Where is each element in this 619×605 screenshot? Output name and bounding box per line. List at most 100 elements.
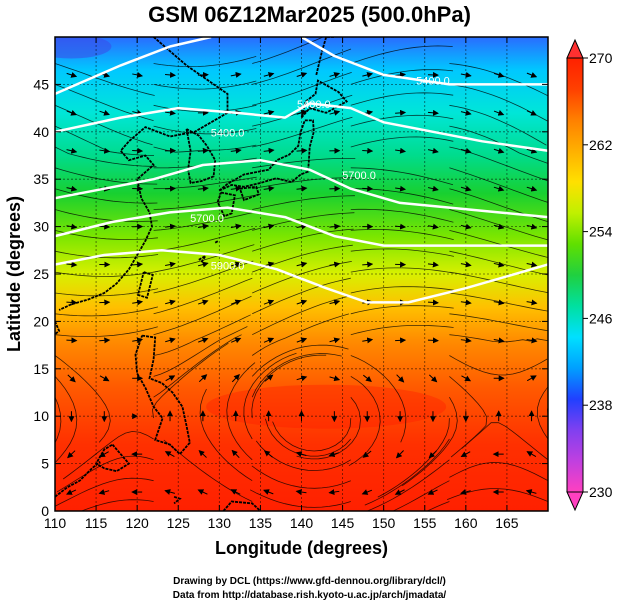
wind-arrow [165,375,176,382]
coastline [94,443,131,473]
wind-arrow [164,451,175,458]
wind-arrow [66,185,78,192]
wind-arrow [329,337,341,344]
height-contour [55,37,212,96]
wind-arrow [263,72,275,78]
streamline [350,355,407,443]
streamline [449,376,488,458]
y-tick-label: 10 [33,408,49,424]
coastline [239,185,260,202]
wind-arrow [197,185,209,192]
coastline [55,321,61,336]
gridlines [55,37,548,511]
streamline [153,56,257,68]
wind-arrow [99,337,111,344]
streamline [153,194,257,210]
wind-arrow [230,147,242,154]
streamline [80,499,154,511]
streamline [449,271,548,294]
height-contour [55,206,548,247]
wind-arrow [230,261,242,268]
contour-label: 5400.0 [211,128,245,140]
x-tick-label: 160 [454,515,478,531]
wind-arrow [395,71,407,78]
wind-arrow [526,375,537,382]
coastline [173,495,182,505]
wind-arrow [329,299,341,306]
cold-region [55,37,112,59]
streamline [350,69,454,85]
streamline [62,430,154,480]
contour-label: 5900.0 [211,260,245,272]
wind-arrow [493,110,505,116]
streamline [272,418,352,452]
coastlines [55,37,349,511]
wind-arrow [427,489,438,495]
streamline [55,355,111,443]
coastline [58,37,229,311]
streamline [251,465,351,489]
wind-arrow [427,185,439,192]
wind-arrow [99,375,110,382]
wind-arrow [263,299,275,306]
wind-arrow [428,374,438,383]
wind-arrow [362,261,374,268]
streamline [364,438,450,506]
wind-arrow [263,147,275,154]
x-tick-label: 130 [208,515,232,531]
wind-arrow [165,109,176,116]
wind-arrow [427,337,439,344]
wind-arrow [395,185,407,192]
y-tick-label: 25 [33,266,49,282]
streamline [252,158,356,169]
wind-arrow [328,489,340,496]
streamline [55,63,155,96]
wind-arrow [197,223,209,230]
wind-arrow [526,261,538,268]
wind-arrow [66,110,78,116]
wind-arrow [165,223,176,230]
wind-arrow [197,147,209,154]
colorbar [566,57,584,493]
streamline [251,313,350,356]
streamline [449,104,547,146]
wind-arrow [460,109,472,116]
streamline [401,397,458,487]
streamline [252,228,354,252]
wind-arrows [66,71,538,496]
coastline [198,255,207,264]
streamline [243,352,297,440]
x-tick-label: 115 [85,515,108,531]
streamline [251,353,342,398]
streamline [55,270,159,277]
wind-arrow [395,147,407,154]
streamline [55,250,159,259]
coastline [136,271,154,299]
credit-drawing: Drawing by DCL (https://www.gfd-dennou.o… [173,576,446,587]
streamline [153,326,248,377]
wind-arrow [362,450,372,458]
wind-arrow [296,109,308,116]
streamline [350,305,454,315]
x-tick-label: 165 [495,515,519,531]
coastline [222,500,262,511]
wind-arrow [460,261,472,268]
wind-arrow [296,185,308,192]
credit-data: Data from http://database.rish.kyoto-u.a… [172,590,447,601]
wind-arrow [99,110,110,116]
colorbar-bottom-triangle [566,491,584,512]
wind-arrow [263,185,275,192]
wind-arrow [396,374,405,383]
streamline [55,230,158,240]
wind-arrow [427,109,439,116]
wind-arrow [263,109,275,116]
wind-arrow [263,337,275,344]
streamline [350,325,454,336]
wind-arrow [362,147,374,154]
streamline [252,72,352,106]
wind-arrow [66,261,78,268]
streamline [296,396,361,460]
y-tick-label: 35 [33,171,49,187]
height-contour [300,37,548,86]
wind-arrow [164,489,175,495]
